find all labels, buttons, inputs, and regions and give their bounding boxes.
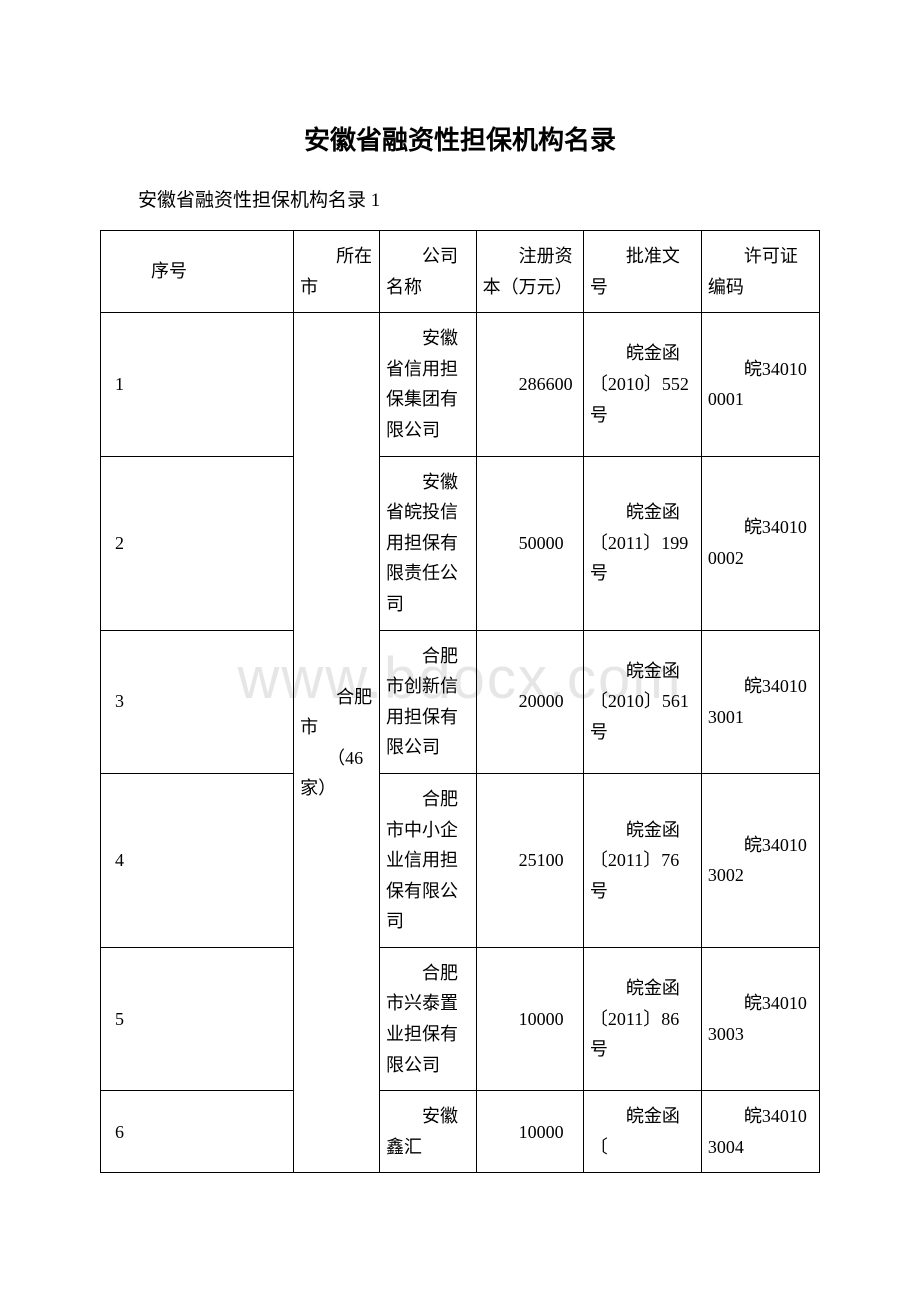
table-row: 1 合肥市 （46 家） 安徽省信用担保集团有限公司 286600 皖金函〔20… (101, 313, 820, 456)
cell-license: 皖340103004 (701, 1091, 819, 1173)
cell-city-merged: 合肥市 （46 家） (294, 313, 380, 1173)
cell-license: 皖340103001 (701, 630, 819, 773)
cell-license: 皖340100001 (701, 313, 819, 456)
cell-approval: 皖金函〔2011〕86 号 (583, 947, 701, 1090)
cell-capital: 50000 (476, 456, 583, 630)
cell-company: 安徽省信用担保集团有限公司 (380, 313, 477, 456)
col-capital: 注册资本（万元） (476, 231, 583, 313)
cell-approval: 皖金函〔2011〕76 号 (583, 773, 701, 947)
cell-approval: 皖金函〔 (583, 1091, 701, 1173)
page-title: 安徽省融资性担保机构名录 (100, 120, 820, 157)
cell-license: 皖340100002 (701, 456, 819, 630)
cell-approval: 皖金函〔2010〕552 号 (583, 313, 701, 456)
cell-company: 合肥市中小企业信用担保有限公司 (380, 773, 477, 947)
col-city: 所在市 (294, 231, 380, 313)
cell-company: 安徽省皖投信用担保有限责任公司 (380, 456, 477, 630)
cell-capital: 25100 (476, 773, 583, 947)
page-subtitle: 安徽省融资性担保机构名录 1 (100, 185, 820, 212)
col-seq: 序号 (101, 231, 294, 313)
cell-seq: 2 (101, 456, 294, 630)
cell-seq: 3 (101, 630, 294, 773)
col-license: 许可证编码 (701, 231, 819, 313)
col-company: 公司名称 (380, 231, 477, 313)
cell-license: 皖340103002 (701, 773, 819, 947)
table-row: 3 合肥市创新信用担保有限公司 20000 皖金函〔2010〕561 号 皖34… (101, 630, 820, 773)
cell-approval: 皖金函〔2010〕561 号 (583, 630, 701, 773)
cell-seq: 1 (101, 313, 294, 456)
cell-seq: 6 (101, 1091, 294, 1173)
table-row: 2 安徽省皖投信用担保有限责任公司 50000 皖金函〔2011〕199 号 皖… (101, 456, 820, 630)
cell-company: 合肥市创新信用担保有限公司 (380, 630, 477, 773)
table-row: 5 合肥市兴泰置业担保有限公司 10000 皖金函〔2011〕86 号 皖340… (101, 947, 820, 1090)
table-header-row: 序号 所在市 公司名称 注册资本（万元） 批准文号 许可证编码 (101, 231, 820, 313)
cell-capital: 20000 (476, 630, 583, 773)
table-row: 6 安徽鑫汇 10000 皖金函〔 皖340103004 (101, 1091, 820, 1173)
col-approval: 批准文号 (583, 231, 701, 313)
cell-seq: 5 (101, 947, 294, 1090)
cell-approval: 皖金函〔2011〕199 号 (583, 456, 701, 630)
cell-company: 安徽鑫汇 (380, 1091, 477, 1173)
table-row: 4 合肥市中小企业信用担保有限公司 25100 皖金函〔2011〕76 号 皖3… (101, 773, 820, 947)
cell-company: 合肥市兴泰置业担保有限公司 (380, 947, 477, 1090)
cell-capital: 10000 (476, 947, 583, 1090)
cell-license: 皖340103003 (701, 947, 819, 1090)
cell-capital: 10000 (476, 1091, 583, 1173)
cell-seq: 4 (101, 773, 294, 947)
directory-table: 序号 所在市 公司名称 注册资本（万元） 批准文号 许可证编码 1 合肥市 （4… (100, 230, 820, 1173)
cell-capital: 286600 (476, 313, 583, 456)
